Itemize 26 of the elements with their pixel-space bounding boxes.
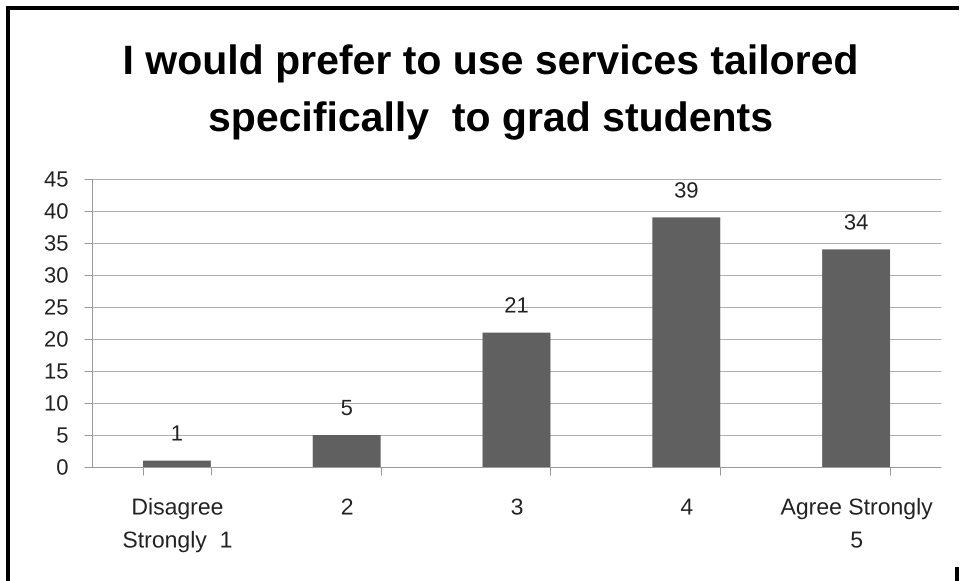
data-label: 5: [340, 395, 353, 420]
y-tick-label: 15: [44, 358, 68, 384]
data-label: 21: [504, 292, 529, 318]
x-tick-label: Disagree Strongly 1: [122, 494, 232, 552]
y-tick-label: 20: [44, 326, 68, 352]
bar: [482, 332, 550, 467]
data-label: 34: [844, 209, 868, 234]
data-label: 1: [170, 420, 184, 446]
bar: [652, 217, 720, 467]
x-tick-label: Agree Strongly 5: [780, 494, 934, 552]
bar: [312, 435, 381, 467]
x-tick-label: 4: [680, 494, 694, 520]
x-tick-label: 2: [340, 494, 354, 520]
chart-title: I would prefer to use services tailored specifically to grad students: [122, 37, 858, 140]
y-tick-label: 45: [44, 166, 68, 192]
bar: [142, 460, 211, 467]
data-label: 39: [674, 177, 699, 202]
y-tick-label: 5: [56, 422, 68, 448]
y-tick-label: 35: [44, 230, 68, 256]
y-tick-label: 30: [44, 262, 68, 288]
y-tick-label: 0: [56, 454, 68, 480]
x-tick-label: 3: [510, 494, 524, 520]
y-tick-label: 10: [44, 390, 68, 416]
bar: [822, 249, 890, 467]
y-tick-label: 25: [44, 294, 68, 320]
y-tick-label: 40: [44, 198, 68, 224]
